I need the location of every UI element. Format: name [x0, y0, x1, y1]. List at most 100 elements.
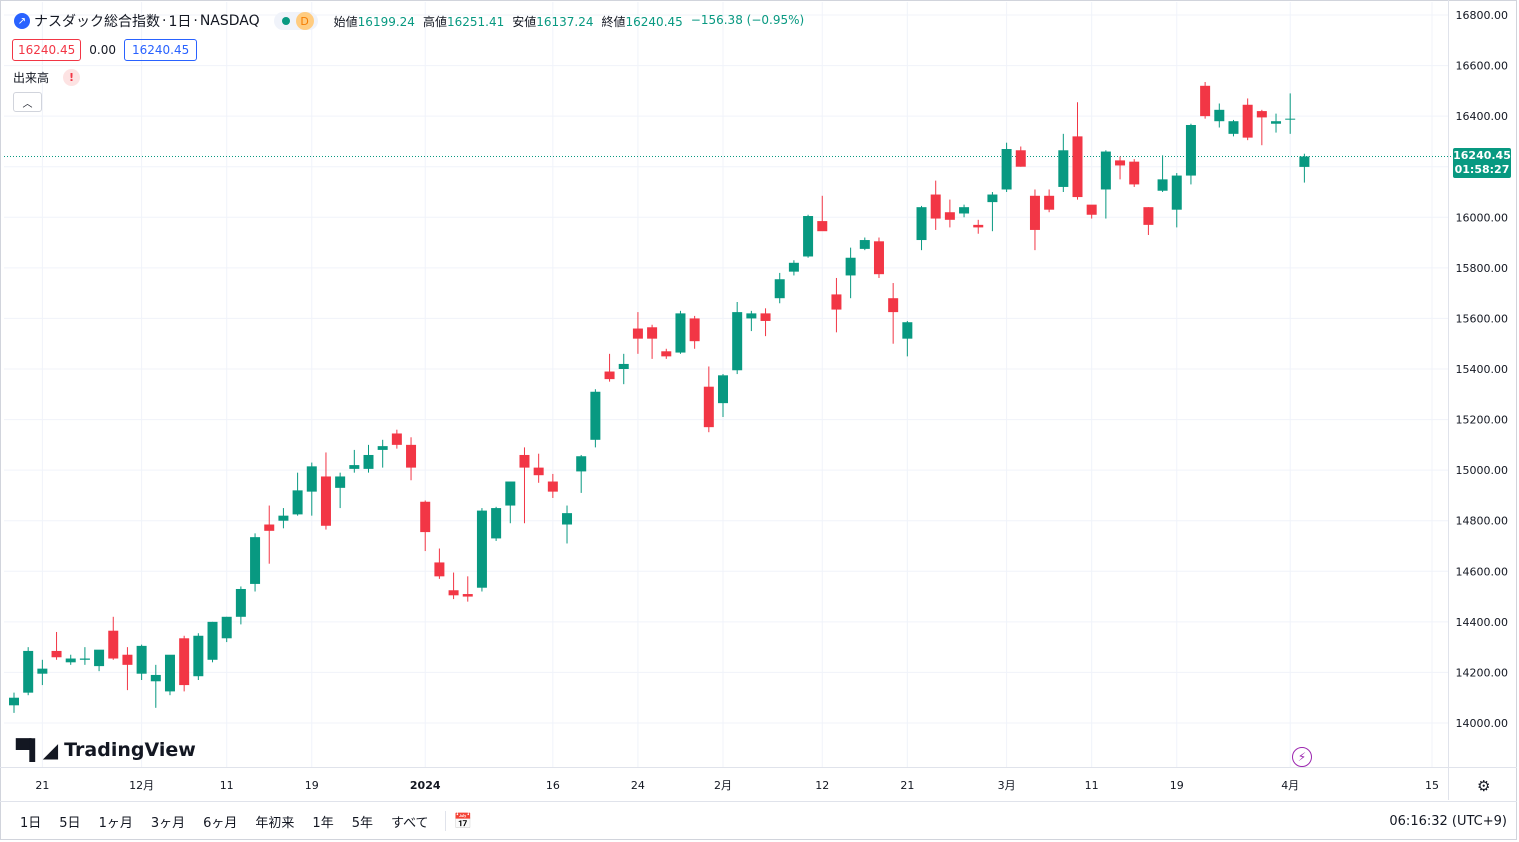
market-open-icon	[281, 17, 290, 25]
logo-text: TradingView	[64, 739, 196, 761]
y-tick-label: 16000.00	[1456, 211, 1509, 224]
close-label: 終値	[601, 14, 626, 29]
range-ytd-button[interactable]: 年初来	[255, 815, 295, 831]
x-tick-label: 3月	[998, 779, 1016, 792]
buy-price-button[interactable]: 16240.45	[123, 39, 198, 61]
candle-body	[1044, 195, 1055, 210]
lightning-icon[interactable]: ⚡	[1292, 747, 1312, 767]
candle-body	[434, 562, 445, 577]
candle-body	[1285, 118, 1296, 120]
candle	[1256, 109, 1267, 146]
candle-body	[65, 658, 76, 663]
range-all-button[interactable]: すべて	[390, 815, 429, 831]
candle-body	[1256, 111, 1267, 118]
candle-body	[788, 262, 799, 272]
candle	[959, 204, 970, 218]
candle	[406, 437, 417, 481]
candle-body	[1129, 161, 1140, 185]
candle	[902, 320, 913, 357]
x-tick-label: 24	[631, 779, 645, 792]
candle	[576, 454, 587, 493]
candle-body	[959, 207, 970, 214]
candle	[1100, 150, 1111, 219]
volume-indicator[interactable]: 出来高 !	[13, 69, 81, 86]
calendar-range-icon[interactable]: 📅	[453, 812, 473, 830]
ohlc-legend: 始値16199.24 高値16251.41 安値16137.24 終値16240…	[334, 13, 805, 30]
candle-body	[1157, 179, 1168, 191]
candle	[1129, 159, 1140, 187]
candle	[760, 308, 771, 337]
symbol-title[interactable]: ナスダック総合指数	[34, 14, 160, 30]
candle	[1001, 142, 1012, 192]
range-1m-button[interactable]: 1ヶ月	[98, 815, 133, 831]
candle-body	[193, 635, 204, 677]
candle	[803, 214, 814, 258]
candle	[533, 453, 544, 483]
x-tick-label: 11	[220, 779, 234, 792]
candle-body	[462, 594, 473, 597]
candle-body	[1228, 121, 1239, 134]
delayed-data-badge[interactable]: D	[295, 12, 314, 30]
candle	[349, 449, 360, 473]
y-tick-label: 16800.00	[1456, 9, 1509, 22]
candle	[377, 439, 388, 468]
candle-body	[604, 371, 615, 380]
last-price-value: 16240.45	[1453, 149, 1511, 162]
candle-body	[122, 654, 133, 665]
range-5d-button[interactable]: 5日	[59, 815, 81, 831]
y-tick-label: 14600.00	[1456, 565, 1509, 578]
candle-body	[164, 654, 175, 692]
candle	[1285, 93, 1296, 134]
candle-body	[23, 650, 34, 693]
candle	[618, 353, 629, 385]
candle	[1242, 98, 1253, 141]
market-status[interactable]: D	[273, 12, 318, 30]
y-tick-label: 15200.00	[1456, 414, 1509, 427]
candle-body	[746, 313, 757, 319]
candle	[562, 505, 573, 544]
tradingview-logo[interactable]: ▀▍◢ TradingView	[16, 738, 196, 762]
candle	[859, 237, 870, 251]
collapse-legend-button[interactable]: ︿	[13, 92, 42, 112]
candle	[391, 429, 402, 449]
bid-ask-row: 16240.45 0.00 16240.45	[12, 39, 198, 61]
range-3m-button[interactable]: 3ヶ月	[150, 815, 186, 831]
candle	[94, 649, 105, 672]
range-1y-button[interactable]: 1年	[312, 815, 334, 831]
candle-body	[1242, 104, 1253, 138]
chart-logo-icon: ↗	[14, 13, 30, 29]
candle-body	[831, 294, 842, 310]
x-tick-label: 2024	[410, 779, 441, 792]
range-1d-button[interactable]: 1日	[20, 815, 42, 831]
settings-icon[interactable]: ⚙	[1477, 777, 1491, 795]
candle-body	[207, 621, 218, 660]
separator: ·	[193, 13, 198, 29]
candle	[973, 219, 984, 234]
x-tick-label: 12	[815, 779, 829, 792]
candle-body	[973, 224, 984, 228]
x-tick-label: 4月	[1281, 779, 1299, 792]
candle	[51, 631, 62, 660]
candle-body	[618, 363, 629, 369]
candle-body	[1015, 150, 1026, 167]
candle	[462, 576, 473, 602]
warning-icon[interactable]: !	[63, 69, 81, 86]
candle-body	[703, 386, 714, 428]
y-tick-label: 16600.00	[1456, 60, 1509, 73]
candle	[264, 505, 275, 564]
range-5y-button[interactable]: 5年	[351, 815, 373, 831]
candle-body	[363, 454, 374, 469]
candle	[1214, 103, 1225, 128]
candle	[420, 500, 431, 552]
candle-body	[675, 313, 686, 353]
candle-body	[448, 590, 459, 596]
interval-label[interactable]: 1日	[168, 14, 192, 30]
clock[interactable]: 06:16:32 (UTC+9)	[1389, 813, 1507, 829]
range-6m-button[interactable]: 6ヶ月	[203, 815, 238, 831]
candle	[1029, 189, 1040, 251]
candle-body	[533, 467, 544, 476]
candle-body	[1299, 156, 1310, 167]
sell-price-button[interactable]: 16240.45	[12, 39, 82, 61]
